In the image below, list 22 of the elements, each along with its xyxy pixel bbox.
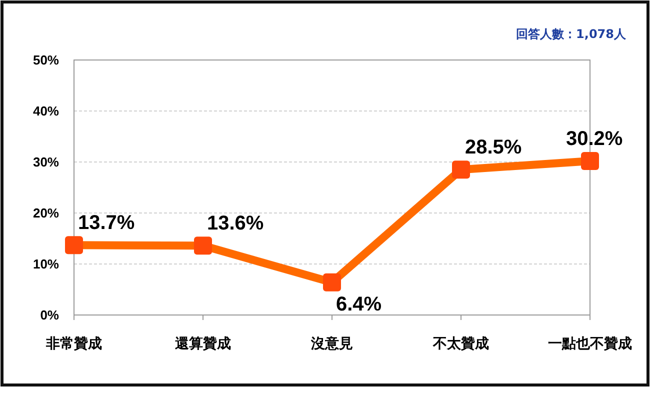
y-tick-label: 20%: [32, 206, 60, 221]
point: [323, 273, 341, 292]
y-tick-label: 30%: [32, 154, 60, 170]
point: [581, 152, 599, 170]
y-tick-label: 10%: [32, 256, 60, 272]
y-tick-label: 40%: [32, 104, 60, 119]
data-label: 6.4%: [336, 293, 382, 316]
data-label: 30.2%: [566, 128, 623, 150]
point: [194, 236, 212, 255]
point: [452, 160, 470, 179]
x-tick-label: 不太贊成: [432, 336, 489, 352]
x-tick-label: 一點也不贊成: [548, 336, 632, 352]
x-tick-label: 非常贊成: [45, 336, 102, 352]
x-tick-label: 沒意見: [310, 335, 353, 352]
text: 回答人數：1,078人: [516, 27, 627, 41]
data-label: 13.7%: [78, 212, 135, 234]
y-tick-label: 50%: [32, 52, 60, 68]
data-label: 28.5%: [465, 136, 522, 159]
y-tick-label: 0%: [40, 308, 60, 323]
data-label: 13.6%: [207, 212, 264, 235]
point: [65, 236, 83, 254]
x-tick-label: 還算贊成: [174, 336, 231, 352]
